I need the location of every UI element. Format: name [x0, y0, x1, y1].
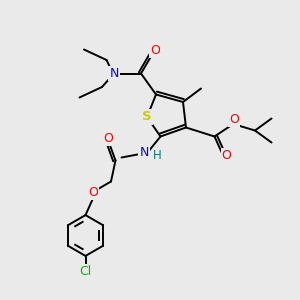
- Text: N: N: [139, 146, 149, 160]
- Text: O: O: [229, 112, 239, 126]
- Text: S: S: [142, 110, 152, 124]
- Text: O: O: [88, 185, 98, 199]
- Text: Cl: Cl: [80, 265, 92, 278]
- Text: N: N: [109, 67, 119, 80]
- Text: O: O: [150, 44, 160, 57]
- Text: O: O: [103, 131, 113, 145]
- Text: O: O: [222, 149, 231, 163]
- Text: H: H: [152, 149, 161, 163]
